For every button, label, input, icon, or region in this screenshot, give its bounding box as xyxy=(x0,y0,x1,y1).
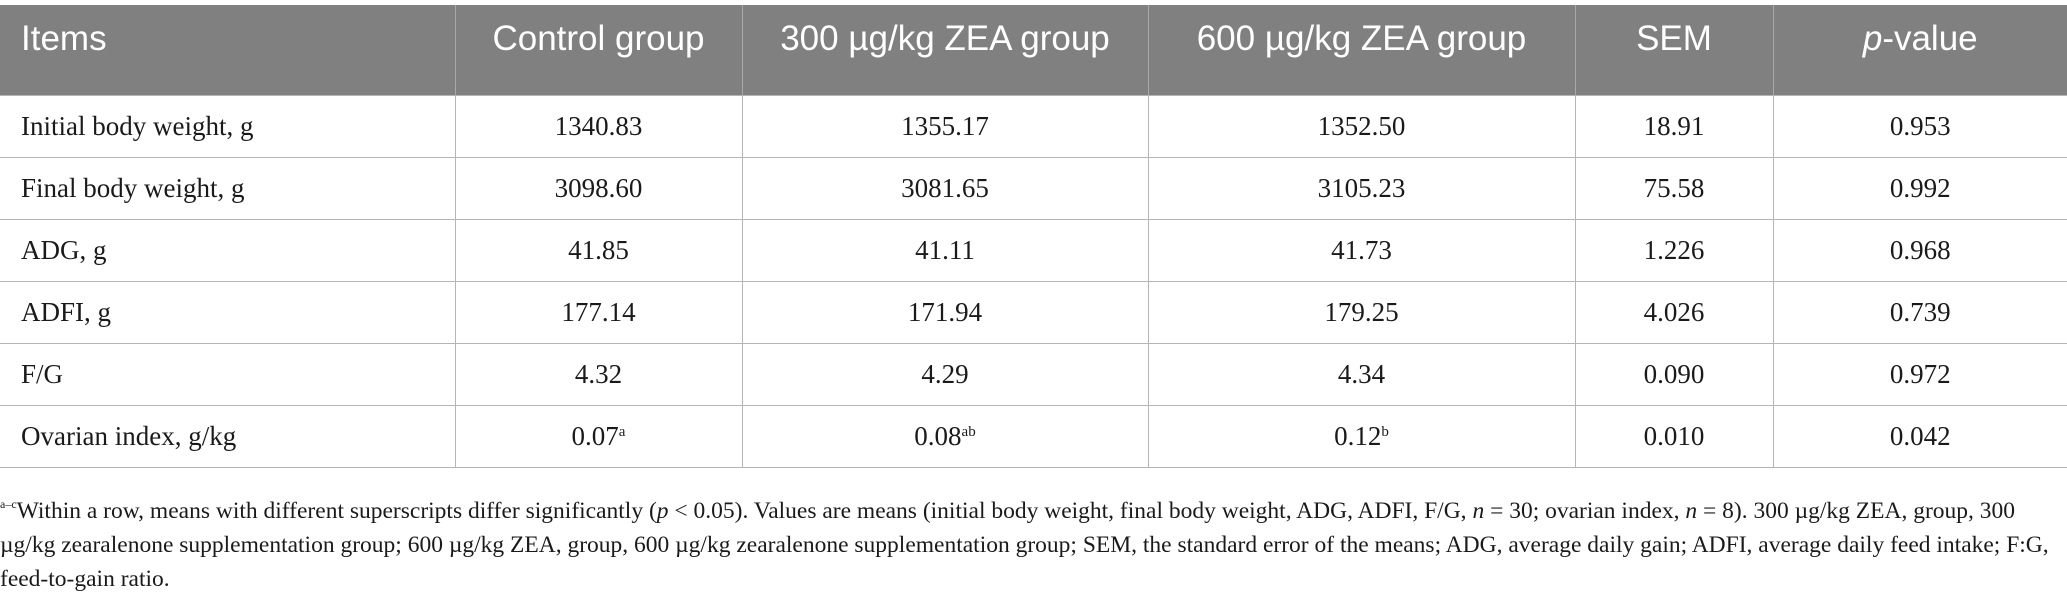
cell-zea600: 4.34 xyxy=(1147,342,1575,405)
cell-p-value: 0.042 xyxy=(1772,404,2067,468)
cell-control: 4.32 xyxy=(454,342,742,405)
cell-sem: 0.010 xyxy=(1574,404,1773,468)
cell-sem: 1.226 xyxy=(1574,218,1773,281)
cell-zea300: 3081.65 xyxy=(741,156,1148,219)
results-table: Items Control group 300 µg/kg ZEA group … xyxy=(0,5,2067,468)
cell-sem: 75.58 xyxy=(1574,156,1773,219)
cell-item: Initial body weight, g xyxy=(0,94,455,157)
header-row: Items Control group 300 µg/kg ZEA group … xyxy=(0,5,2067,95)
table-row: Initial body weight, g 1340.83 1355.17 1… xyxy=(0,94,2067,157)
cell-zea600: 3105.23 xyxy=(1147,156,1575,219)
cell-zea300: 41.11 xyxy=(741,218,1148,281)
cell-item: Ovarian index, g/kg xyxy=(0,404,455,468)
header-items: Items xyxy=(0,5,455,95)
header-600-zea-group: 600 µg/kg ZEA group xyxy=(1147,5,1575,95)
cell-zea300: 171.94 xyxy=(741,280,1148,343)
cell-p-value: 0.953 xyxy=(1772,94,2067,157)
cell-item: ADG, g xyxy=(0,218,455,281)
header-p-suffix: -value xyxy=(1882,19,1978,58)
cell-zea300: 4.29 xyxy=(741,342,1148,405)
cell-p-value: 0.992 xyxy=(1772,156,2067,219)
table-row: Final body weight, g 3098.60 3081.65 310… xyxy=(0,156,2067,219)
cell-p-value: 0.972 xyxy=(1772,342,2067,405)
table-row: Ovarian index, g/kg 0.07a 0.08ab 0.12b 0… xyxy=(0,404,2067,468)
cell-p-value: 0.968 xyxy=(1772,218,2067,281)
cell-control: 3098.60 xyxy=(454,156,742,219)
table-footnote: a–cWithin a row, means with different su… xyxy=(0,497,2049,592)
footnote-superscript: a–c xyxy=(0,497,17,511)
cell-control: 1340.83 xyxy=(454,94,742,157)
cell-zea600: 1352.50 xyxy=(1147,94,1575,157)
cell-sem: 18.91 xyxy=(1574,94,1773,157)
cell-zea600: 0.12b xyxy=(1147,404,1575,468)
cell-item: ADFI, g xyxy=(0,280,455,343)
header-control-group: Control group xyxy=(454,5,742,95)
cell-control: 41.85 xyxy=(454,218,742,281)
cell-control: 0.07a xyxy=(454,404,742,468)
cell-sem: 0.090 xyxy=(1574,342,1773,405)
table-row: F/G 4.32 4.29 4.34 0.090 0.972 xyxy=(0,342,2067,405)
cell-zea600: 179.25 xyxy=(1147,280,1575,343)
header-p-value: p-value xyxy=(1772,5,2067,95)
header-p-letter: p xyxy=(1862,19,1883,58)
cell-zea300: 1355.17 xyxy=(741,94,1148,157)
table-row: ADG, g 41.85 41.11 41.73 1.226 0.968 xyxy=(0,218,2067,281)
table-row: ADFI, g 177.14 171.94 179.25 4.026 0.739 xyxy=(0,280,2067,343)
header-300-zea-group: 300 µg/kg ZEA group xyxy=(741,5,1148,95)
cell-zea600: 41.73 xyxy=(1147,218,1575,281)
cell-control: 177.14 xyxy=(454,280,742,343)
cell-item: Final body weight, g xyxy=(0,156,455,219)
cell-item: F/G xyxy=(0,342,455,405)
cell-sem: 4.026 xyxy=(1574,280,1773,343)
header-sem: SEM xyxy=(1574,5,1773,95)
cell-zea300: 0.08ab xyxy=(741,404,1148,468)
cell-p-value: 0.739 xyxy=(1772,280,2067,343)
